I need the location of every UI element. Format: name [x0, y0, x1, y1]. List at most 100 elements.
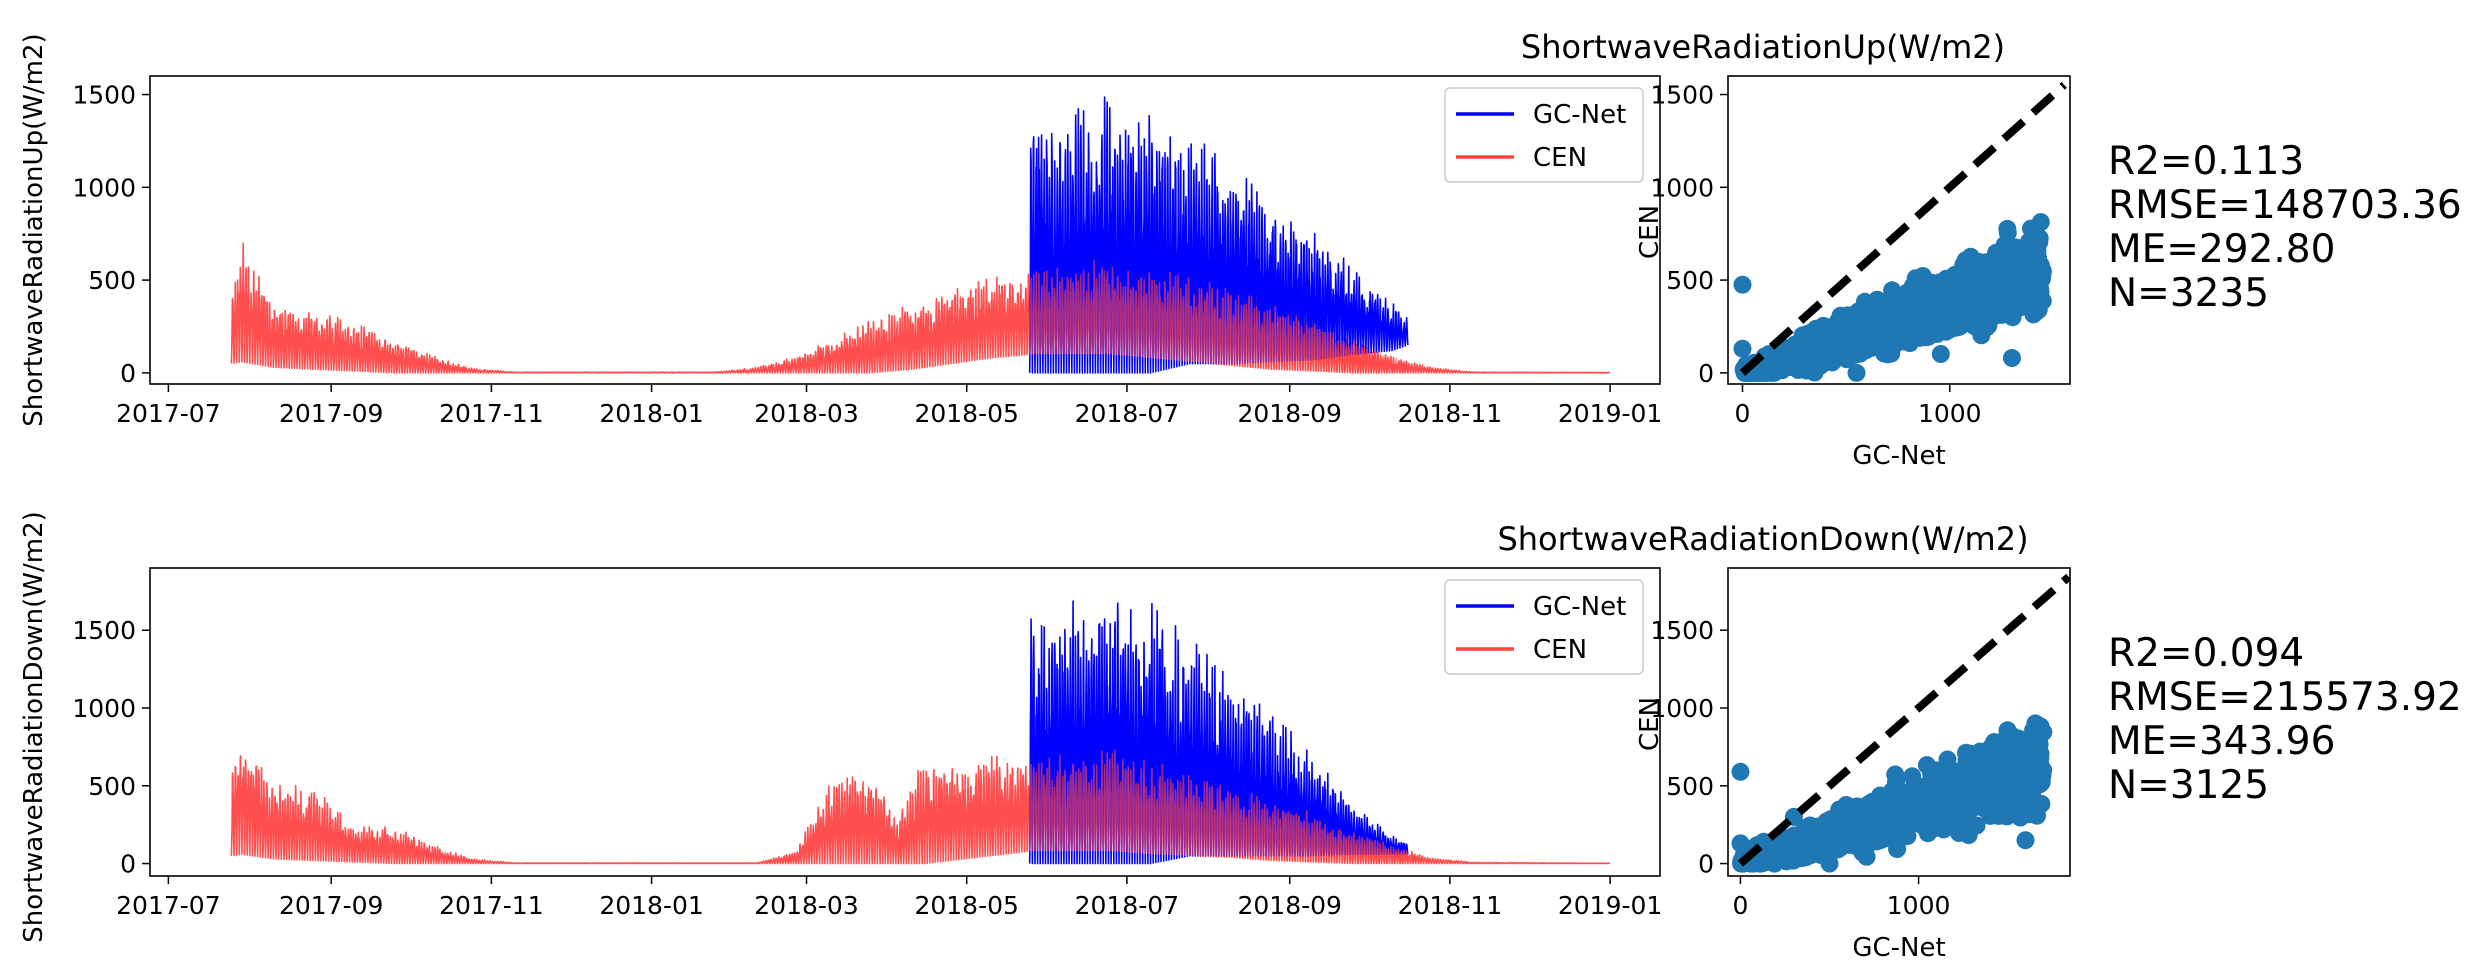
x-tick-label: 2019-01	[1558, 399, 1662, 428]
x-tick-label: 2018-03	[754, 891, 858, 920]
scatter-point	[2020, 232, 2039, 251]
scatter-title: ShortwaveRadiationUp(W/m2)	[1521, 28, 2005, 66]
scatter-point	[1998, 746, 2017, 765]
scatter-point	[1922, 801, 1941, 820]
scatter-point	[2010, 792, 2029, 811]
x-tick-label: 2017-09	[279, 891, 383, 920]
x-axis-label: GC-Net	[1852, 441, 1945, 471]
scatter-point	[1967, 816, 1986, 835]
scatter-point	[2026, 296, 2044, 315]
identity-line	[1737, 573, 2070, 867]
scatter-panel-down: ShortwaveRadiationDown(W/m2) 0 1000 0 500 1…	[1497, 520, 2461, 963]
scatter-point	[1847, 828, 1865, 847]
scatter-point	[1911, 305, 1930, 324]
stat-me: ME=292.80	[2108, 227, 2335, 272]
y-tick-label: 1000	[1650, 694, 1714, 723]
scatter-point	[1906, 321, 1925, 340]
x-tick-label: 2018-05	[914, 399, 1018, 428]
scatter-point	[1960, 757, 1979, 776]
scatter-point	[1903, 767, 1922, 786]
scatter-point	[1813, 340, 1832, 358]
scatter-point	[1906, 269, 1925, 288]
scatter-point	[2028, 806, 2046, 825]
y-tick-label: 0	[120, 359, 136, 388]
scatter-point	[1917, 756, 1936, 775]
scatter-point	[1842, 331, 1861, 350]
scatter-point	[1980, 290, 1999, 309]
x-axis-ticks: 0 1000	[1733, 876, 1950, 920]
scatter-point	[1856, 341, 1875, 360]
scatter-point	[1919, 281, 1938, 300]
timeseries-panel-down: 2017-07 2017-09 2017-11 2018-01 2018-03 2018-…	[19, 511, 1662, 943]
y-tick-label: 1000	[72, 694, 136, 723]
scatter-point	[1968, 261, 1987, 280]
scatter-panel-up: ShortwaveRadiationUp(W/m2) 0 1000 0 500 100…	[1521, 28, 2462, 471]
timeseries-panel-up: 2017-07 2017-09 2017-11 2018-01 2018-03 2018-…	[19, 33, 1662, 428]
scatter-point	[2034, 761, 2053, 780]
scatter-point	[1996, 762, 2014, 781]
x-tick-label: 1000	[1918, 399, 1982, 428]
scatter-point	[1819, 835, 1837, 854]
x-tick-label: 2017-07	[116, 891, 220, 920]
scatter-point	[1922, 788, 1941, 807]
series-line-cen-overlay	[1028, 749, 1409, 864]
scatter-point	[2001, 257, 2019, 276]
y-axis-ticks: 0 500 1000 1500	[72, 616, 150, 879]
y-axis-label: ShortwaveRadiationDown(W/m2)	[19, 511, 49, 943]
x-axis-label: GC-Net	[1852, 933, 1945, 963]
stat-n: N=3235	[2108, 271, 2269, 316]
x-tick-label: 2018-07	[1075, 891, 1179, 920]
scatter-point	[1898, 296, 1917, 315]
x-tick-label: 2018-09	[1237, 891, 1341, 920]
x-tick-label: 2017-11	[439, 399, 543, 428]
y-axis-ticks: 0 500 1000 1500	[1650, 616, 1728, 879]
scatter-point	[2007, 293, 2026, 312]
y-tick-label: 1500	[72, 616, 136, 645]
x-axis-ticks: 0 1000	[1735, 384, 1982, 428]
stat-rmse: RMSE=148703.36	[2108, 183, 2462, 228]
scatter-point	[1871, 831, 1890, 849]
scatter-point	[1820, 854, 1839, 873]
y-tick-label: 500	[1666, 772, 1714, 801]
stat-r2: R2=0.094	[2108, 631, 2304, 676]
scatter-points	[1733, 213, 2052, 382]
scatter-point	[1768, 359, 1787, 378]
x-tick-label: 2018-05	[914, 891, 1018, 920]
scatter-point	[1878, 313, 1897, 332]
x-tick-label: 2018-07	[1075, 399, 1179, 428]
y-tick-label: 500	[1666, 266, 1714, 295]
scatter-point	[1882, 299, 1901, 317]
y-tick-label: 500	[88, 772, 136, 801]
scatter-point	[1799, 356, 1817, 375]
x-tick-label: 2018-01	[599, 891, 703, 920]
scatter-point	[1786, 841, 1805, 860]
scatter-point	[1816, 318, 1835, 337]
scatter-point	[1888, 840, 1907, 858]
x-tick-label: 0	[1735, 399, 1751, 428]
scatter-point	[1847, 363, 1866, 382]
y-axis-label: CEN	[1635, 697, 1665, 751]
scatter-point	[1995, 781, 2014, 800]
y-axis-ticks: 0 500 1000 1500	[1650, 81, 1728, 388]
x-tick-label: 2018-01	[599, 399, 703, 428]
legend: GC-Net CEN	[1444, 87, 1644, 183]
x-tick-label: 0	[1733, 891, 1749, 920]
stat-me: ME=343.96	[2108, 719, 2335, 764]
scatter-point	[2026, 245, 2045, 264]
scatter-point	[1733, 339, 1752, 358]
x-tick-label: 2018-03	[754, 399, 858, 428]
x-axis-ticks: 2017-07 2017-09 2017-11 2018-01 2018-03 2018-…	[116, 876, 1662, 920]
series-layer	[230, 96, 1611, 374]
stat-n: N=3125	[2108, 763, 2269, 808]
series-line-cen-overlay	[1028, 259, 1409, 374]
scatter-point	[1938, 750, 1957, 769]
scatter-point	[1903, 282, 1922, 301]
x-tick-label: 2018-09	[1237, 399, 1341, 428]
scatter-title: ShortwaveRadiationDown(W/m2)	[1497, 520, 2028, 558]
x-tick-label: 2018-11	[1398, 891, 1502, 920]
y-tick-label: 1000	[1650, 173, 1714, 202]
scatter-point	[1731, 762, 1750, 781]
scatter-point	[1972, 786, 1991, 805]
scatter-point	[1931, 345, 1950, 363]
